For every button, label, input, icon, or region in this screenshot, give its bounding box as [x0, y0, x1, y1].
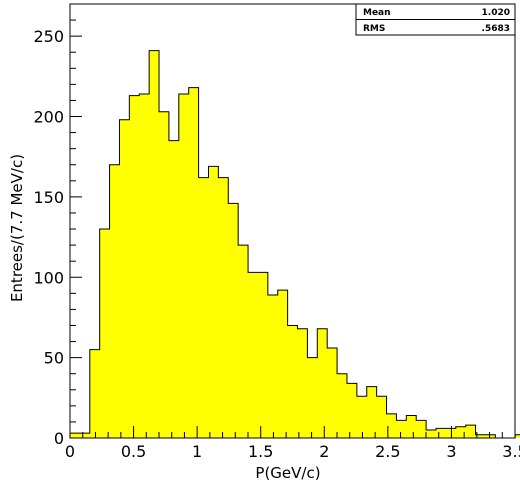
x-tick-label: 0.5: [121, 442, 146, 461]
histogram-bin: [228, 203, 239, 438]
histogram-bin: [79, 433, 91, 438]
histogram-bin: [99, 229, 110, 438]
histogram-bin: [277, 290, 288, 438]
x-tick-label: 1.5: [248, 442, 273, 461]
histogram-bin: [485, 434, 496, 438]
histogram-bin: [426, 429, 437, 438]
histogram-bin: [366, 386, 377, 438]
histogram-bin: [297, 328, 308, 438]
histogram-bin: [149, 50, 160, 439]
histogram-bin: [168, 140, 180, 438]
y-tick-label: 50: [44, 349, 64, 368]
histogram-bin: [386, 413, 397, 438]
histogram-bin: [238, 245, 249, 438]
x-axis-ticks: 0 0.5 1 1.5 2 2.5 3 3.5: [65, 426, 520, 461]
histogram-bin: [317, 328, 328, 438]
histogram-bin: [356, 396, 368, 438]
histogram-bars: [69, 50, 520, 439]
histogram-bin: [435, 428, 447, 438]
histogram-bin: [129, 95, 140, 438]
histogram-bin: [198, 177, 209, 438]
x-tick-label: 2: [319, 442, 329, 461]
stats-rms-value: .5683: [482, 24, 510, 34]
histogram-bin: [178, 94, 190, 438]
histogram-bin: [406, 415, 417, 438]
histogram-bin: [416, 420, 427, 438]
histogram-bin: [346, 383, 358, 438]
histogram-bin: [327, 347, 338, 438]
stats-mean-value: 1.020: [482, 8, 510, 18]
x-tick-label: 3.5: [502, 442, 520, 461]
y-tick-label: 0: [54, 429, 64, 448]
histogram-outline: [69, 50, 520, 439]
x-tick-label: 1: [192, 442, 202, 461]
axes: [69, 3, 516, 439]
histogram-bin: [465, 425, 476, 438]
histogram-bin: [119, 119, 130, 438]
y-tick-label: 150: [33, 188, 64, 207]
histogram-bin: [70, 433, 81, 438]
histogram-bin: [109, 164, 120, 439]
histogram-bin: [396, 420, 407, 438]
histogram-bin: [307, 357, 318, 438]
histogram-bin: [257, 272, 269, 438]
histogram-bin: [159, 111, 170, 439]
histogram-bin: [515, 434, 520, 438]
histogram-bin: [139, 94, 150, 438]
x-tick-label: 0: [65, 442, 75, 461]
plot-frame: [69, 3, 516, 439]
histogram-bin: [208, 166, 219, 438]
stats-rms-label: RMS: [363, 24, 385, 34]
x-tick-label: 2.5: [375, 442, 400, 461]
stats-mean-label: Mean: [363, 8, 391, 18]
y-axis-title: Entrees/(7.7 MeV/c): [8, 154, 26, 302]
histogram-bin: [376, 396, 387, 438]
histogram-bin: [248, 272, 259, 438]
histogram-bin: [89, 349, 100, 438]
histogram-bin: [455, 426, 466, 438]
histogram-bin: [475, 434, 486, 438]
histogram-bin: [188, 87, 199, 439]
y-tick-label: 100: [33, 268, 64, 287]
histogram-bin: [287, 325, 298, 438]
y-tick-label: 200: [33, 108, 64, 127]
x-axis-title: P(GeV/c): [255, 464, 320, 482]
x-tick-label: 3: [446, 442, 456, 461]
stats-box: Mean 1.020 RMS .5683: [355, 3, 516, 36]
histogram-bin: [337, 373, 348, 438]
y-axis-ticks: 0 50 100 150 200 250: [33, 3, 82, 448]
histogram-bin: [267, 294, 279, 438]
y-tick-label: 250: [33, 27, 64, 46]
histogram-bin: [218, 177, 229, 438]
